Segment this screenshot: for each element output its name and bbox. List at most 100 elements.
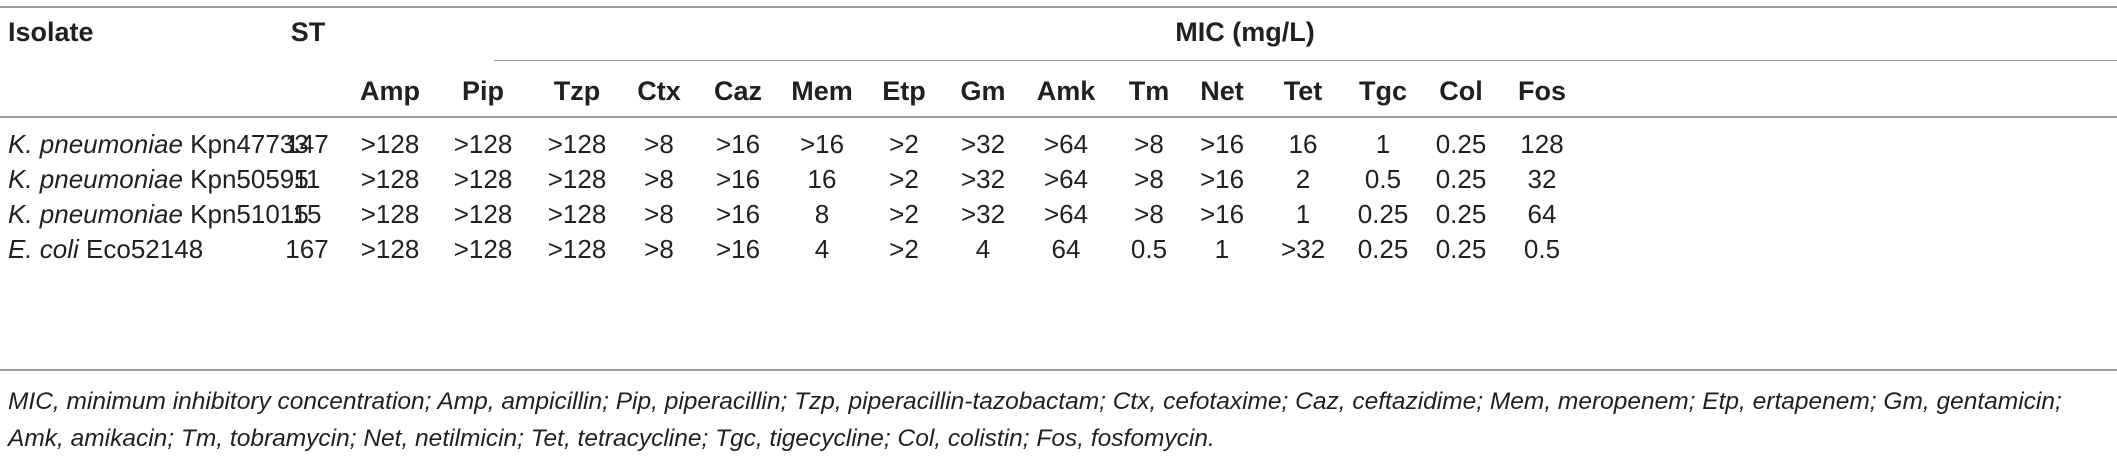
mic-cell: >16 [1199, 199, 1245, 229]
header-tzp: Tzp [553, 76, 601, 106]
strain-id: Kpn51015 [190, 199, 309, 229]
isolate-cell: E. coli Eco52148 [8, 233, 203, 265]
mic-cell: 8 [814, 199, 830, 229]
species-name: K. pneumoniae [8, 199, 183, 229]
mic-cell: 1 [1375, 129, 1391, 159]
mic-cell: >128 [453, 129, 513, 159]
mic-cell: 32 [1527, 164, 1557, 194]
header-ctx: Ctx [637, 76, 681, 106]
mic-cell: >128 [360, 199, 420, 229]
st-cell: 167 [285, 234, 329, 264]
mic-cell: >128 [547, 234, 607, 264]
table-footnote: MIC, minimum inhibitory concentration; A… [8, 388, 2062, 452]
mic-cell: >8 [1134, 199, 1164, 229]
header-pip: Pip [461, 76, 505, 106]
mic-cell: >2 [889, 129, 919, 159]
mic-cell: 16 [1288, 129, 1318, 159]
mic-cell: >16 [715, 164, 761, 194]
mic-cell: 0.25 [1435, 164, 1487, 194]
st-cell: 15 [292, 199, 322, 229]
header-tm: Tm [1128, 76, 1170, 106]
mic-cell: 64 [1527, 199, 1557, 229]
mic-cell: >128 [547, 129, 607, 159]
mic-cell: >8 [1134, 129, 1164, 159]
header-net: Net [1200, 76, 1244, 106]
mic-cell: >16 [1199, 164, 1245, 194]
header-fos: Fos [1517, 76, 1567, 106]
mic-cell: >8 [644, 234, 674, 264]
header-st: ST [290, 17, 326, 47]
strain-id: Eco52148 [86, 234, 204, 264]
mic-cell: >16 [1199, 129, 1245, 159]
mic-cell: >2 [889, 164, 919, 194]
mic-cell: >64 [1043, 199, 1089, 229]
mic-cell: >128 [547, 199, 607, 229]
mic-cell: >8 [644, 199, 674, 229]
mic-cell: >8 [644, 129, 674, 159]
table-top-rule [0, 6, 2117, 8]
mic-cell: >16 [799, 129, 845, 159]
mic-cell: >128 [360, 164, 420, 194]
isolate-cell: K. pneumoniae Kpn51015 [8, 198, 309, 230]
mic-cell: >2 [889, 234, 919, 264]
header-col: Col [1439, 76, 1483, 106]
mic-cell: >8 [1134, 164, 1164, 194]
header-amp: Amp [360, 76, 420, 106]
mic-cell: 0.25 [1435, 129, 1487, 159]
header-tet: Tet [1283, 76, 1323, 106]
mic-cell: >128 [547, 164, 607, 194]
mic-cell: >16 [715, 199, 761, 229]
mic-cell: 0.25 [1435, 199, 1487, 229]
mic-cell: >32 [960, 199, 1006, 229]
strain-id: Kpn47733 [190, 129, 309, 159]
mic-cell: 0.5 [1130, 234, 1168, 264]
st-cell: 147 [285, 129, 329, 159]
species-name: E. coli [8, 234, 79, 264]
mic-cell: >16 [715, 234, 761, 264]
isolate-cell: K. pneumoniae Kpn50595 [8, 163, 309, 195]
mic-cell: >32 [1280, 234, 1326, 264]
header-tgc: Tgc [1358, 76, 1408, 106]
mic-cell: 2 [1295, 164, 1311, 194]
mic-cell: 1 [1214, 234, 1230, 264]
mic-cell: 64 [1051, 234, 1081, 264]
table-bottom-rule [0, 369, 2117, 371]
mic-cell: 0.25 [1357, 199, 1409, 229]
header-amk: Amk [1036, 76, 1096, 106]
mic-cell: >64 [1043, 129, 1089, 159]
mic-cell: >64 [1043, 164, 1089, 194]
st-cell: 11 [293, 164, 321, 194]
header-gm: Gm [960, 76, 1006, 106]
mic-cell: 4 [975, 234, 991, 264]
mic-cell: >128 [360, 129, 420, 159]
isolate-cell: K. pneumoniae Kpn47733 [8, 128, 309, 160]
header-isolate: Isolate [8, 17, 94, 47]
mic-cell: 0.25 [1357, 234, 1409, 264]
species-name: K. pneumoniae [8, 164, 183, 194]
header-caz: Caz [713, 76, 763, 106]
mic-cell: >8 [644, 164, 674, 194]
header-etp: Etp [882, 76, 926, 106]
mic-cell: 0.25 [1435, 234, 1487, 264]
species-name: K. pneumoniae [8, 129, 183, 159]
mic-cell: 4 [814, 234, 830, 264]
header-mem: Mem [791, 76, 853, 106]
mic-cell: 0.5 [1523, 234, 1561, 264]
mic-cell: >128 [453, 164, 513, 194]
mic-cell: 0.5 [1364, 164, 1402, 194]
mic-cell: 16 [807, 164, 837, 194]
mic-cell: >128 [360, 234, 420, 264]
mic-cell: 128 [1520, 129, 1564, 159]
mic-cell: >32 [960, 129, 1006, 159]
mic-cell: >16 [715, 129, 761, 159]
strain-id: Kpn50595 [190, 164, 309, 194]
mic-cell: >128 [453, 234, 513, 264]
mic-group-rule [494, 60, 2117, 61]
mic-cell: >2 [889, 199, 919, 229]
mic-cell: 1 [1295, 199, 1311, 229]
mic-cell: >128 [453, 199, 513, 229]
header-bottom-rule [0, 116, 2117, 118]
mic-cell: >32 [960, 164, 1006, 194]
header-mic: MIC (mg/L) [1175, 17, 1315, 47]
